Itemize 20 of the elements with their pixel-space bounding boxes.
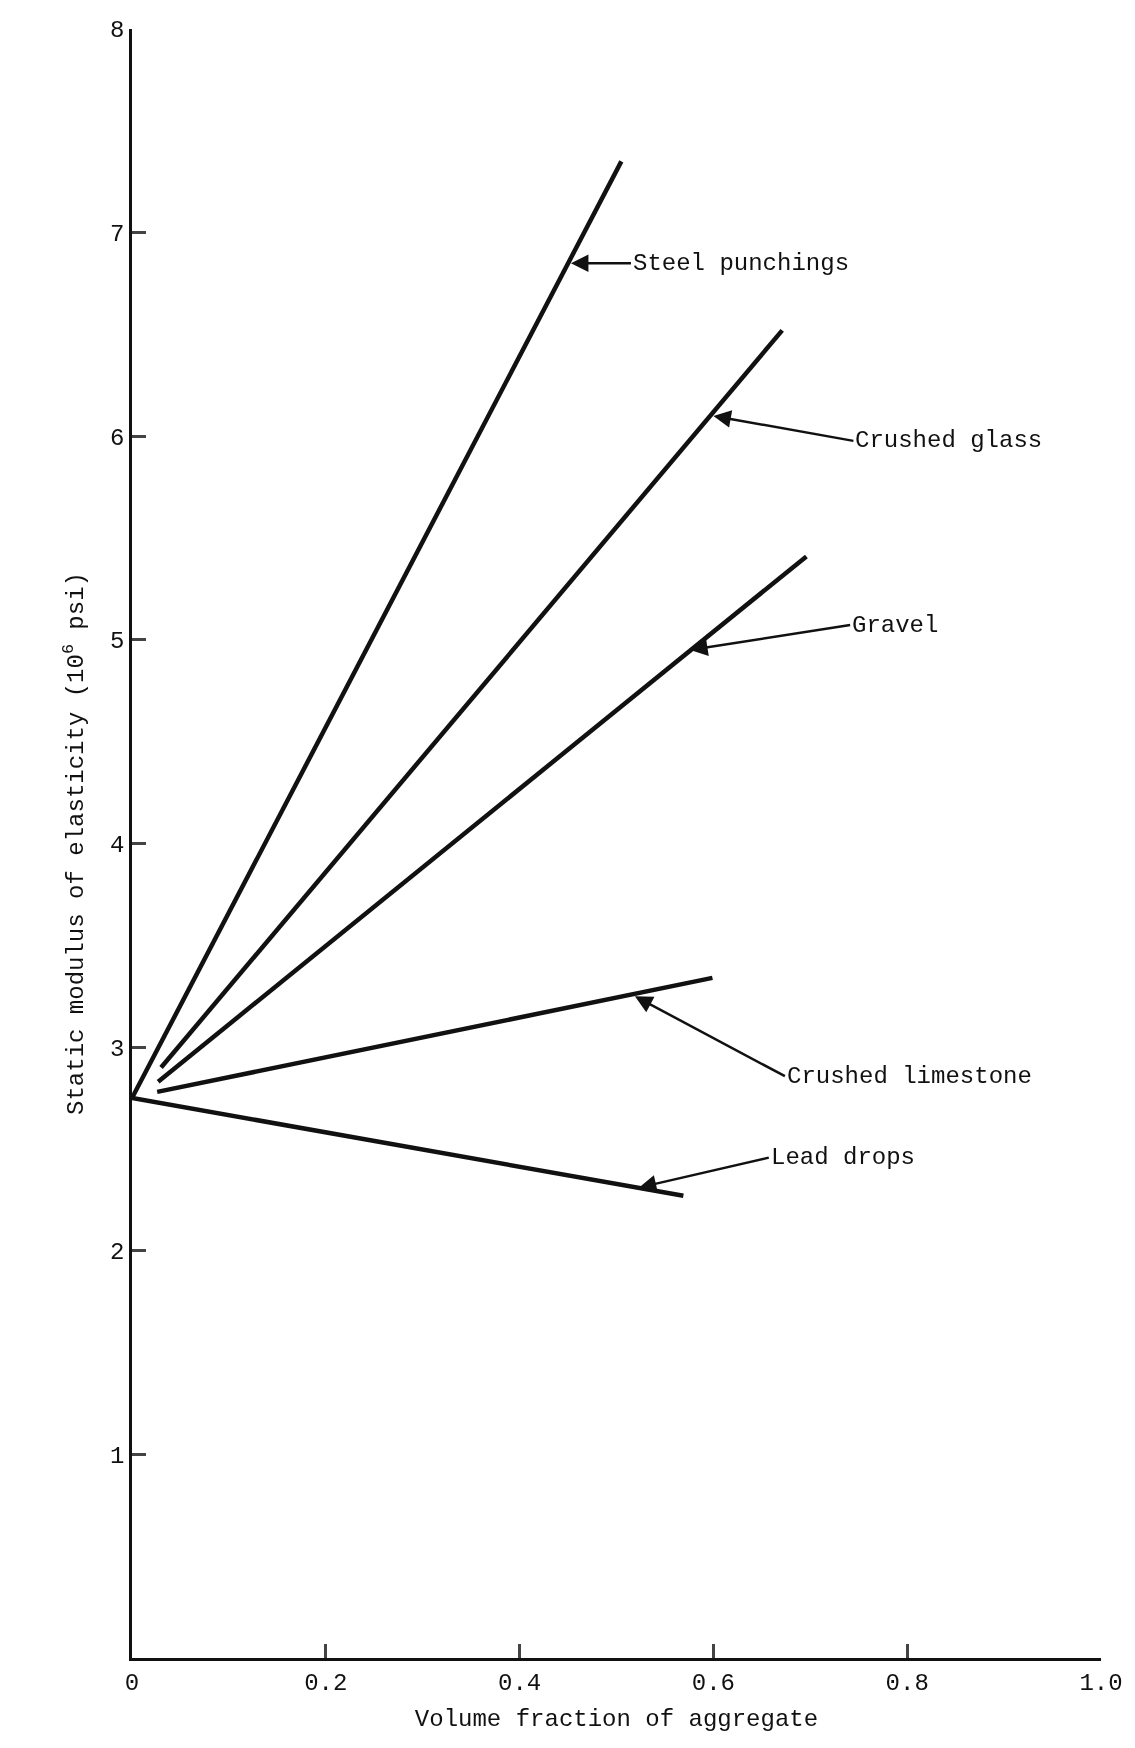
annotation: Steel punchings (633, 250, 850, 277)
annotation: Crushed limestone (787, 1063, 1032, 1090)
y-tick-label: 5 (110, 628, 125, 656)
y-tick-label: 8 (110, 17, 125, 45)
annotation: Crushed glass (855, 427, 1043, 454)
annotation: Gravel (852, 612, 939, 639)
y-tick-label: 2 (110, 1239, 125, 1267)
x-tick-label: 0.2 (304, 1669, 348, 1697)
x-tick-label: 0 (124, 1669, 140, 1697)
x-tick-label: 0.6 (691, 1669, 736, 1697)
x-axis-title: Volume fraction of aggregate (414, 1705, 819, 1733)
y-tick-label: 3 (110, 1035, 125, 1063)
x-tick-label: 0.8 (885, 1669, 929, 1697)
y-tick-label: 6 (110, 424, 125, 452)
x-tick-label: 1.0 (1079, 1669, 1123, 1697)
annotation: Lead drops (771, 1144, 916, 1171)
y-tick-label: 4 (110, 831, 125, 859)
y-tick-label: 7 (110, 221, 125, 249)
y-tick-label: 1 (110, 1442, 125, 1470)
x-tick-label: 0.4 (497, 1669, 542, 1697)
